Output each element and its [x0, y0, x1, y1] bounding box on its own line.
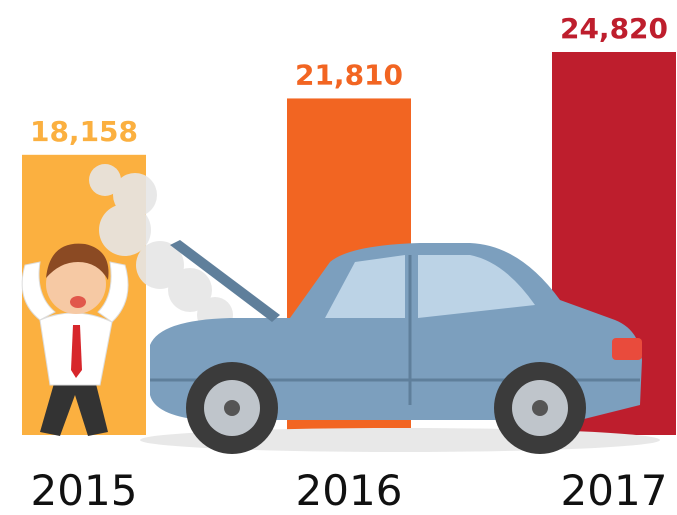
- illustration: [21, 164, 660, 454]
- smoke: [89, 164, 233, 333]
- value-label: 21,810: [295, 58, 403, 91]
- man: [21, 243, 129, 436]
- x-tick-label: 2015: [31, 466, 138, 515]
- x-tick-label: 2016: [296, 466, 403, 515]
- value-label: 18,158: [30, 115, 138, 148]
- car: [150, 240, 642, 454]
- x-tick-label: 2017: [561, 466, 668, 515]
- value-label: 24,820: [560, 12, 668, 45]
